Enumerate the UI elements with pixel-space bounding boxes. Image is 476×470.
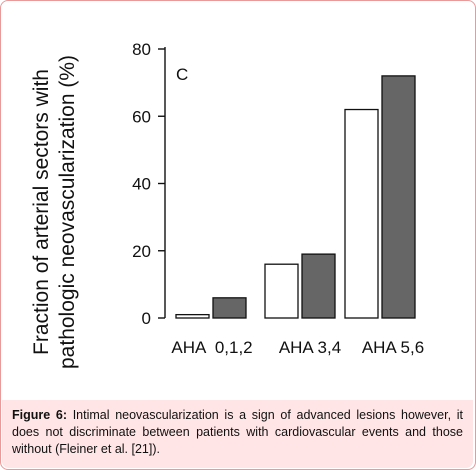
caption-box: Figure 6: Intimal neovascularization is … <box>2 400 473 468</box>
y-tick-label: 0 <box>142 309 151 328</box>
caption-text: Intimal neovascularization is a sign of … <box>12 408 463 456</box>
bar-open-2 <box>344 108 379 319</box>
bars-group <box>175 75 416 319</box>
x-tick-label: AHA 3,4 <box>279 338 341 357</box>
bar-chart: Fraction of arterial sectors with pathol… <box>30 40 424 369</box>
panel-label: C <box>176 65 188 84</box>
bar-open-0 <box>175 313 210 319</box>
bar-filled-0 <box>212 297 247 319</box>
y-axis-ticks: 0 20 40 60 80 <box>132 40 165 328</box>
y-tick-label: 20 <box>132 242 151 261</box>
bar-filled-1 <box>301 253 336 319</box>
figure-caption: Figure 6: Intimal neovascularization is … <box>12 407 463 458</box>
y-axis-title: Fraction of arterial sectors with pathol… <box>30 55 79 369</box>
y-axis-title-line2: pathologic neovascularization (%) <box>56 55 79 369</box>
y-tick-label: 40 <box>132 175 151 194</box>
caption-label: Figure 6: <box>12 408 67 422</box>
y-axis-title-line1: Fraction of arterial sectors with <box>30 69 53 355</box>
bar-open-1 <box>264 263 299 319</box>
x-axis-labels: AHA 0,1,2 AHA 3,4 AHA 5,6 <box>171 338 424 357</box>
x-tick-label: AHA 0,1,2 <box>171 338 252 357</box>
x-tick-label: AHA 5,6 <box>362 338 424 357</box>
bar-filled-2 <box>381 75 416 319</box>
y-tick-label: 80 <box>132 40 151 59</box>
y-tick-label: 60 <box>132 107 151 126</box>
